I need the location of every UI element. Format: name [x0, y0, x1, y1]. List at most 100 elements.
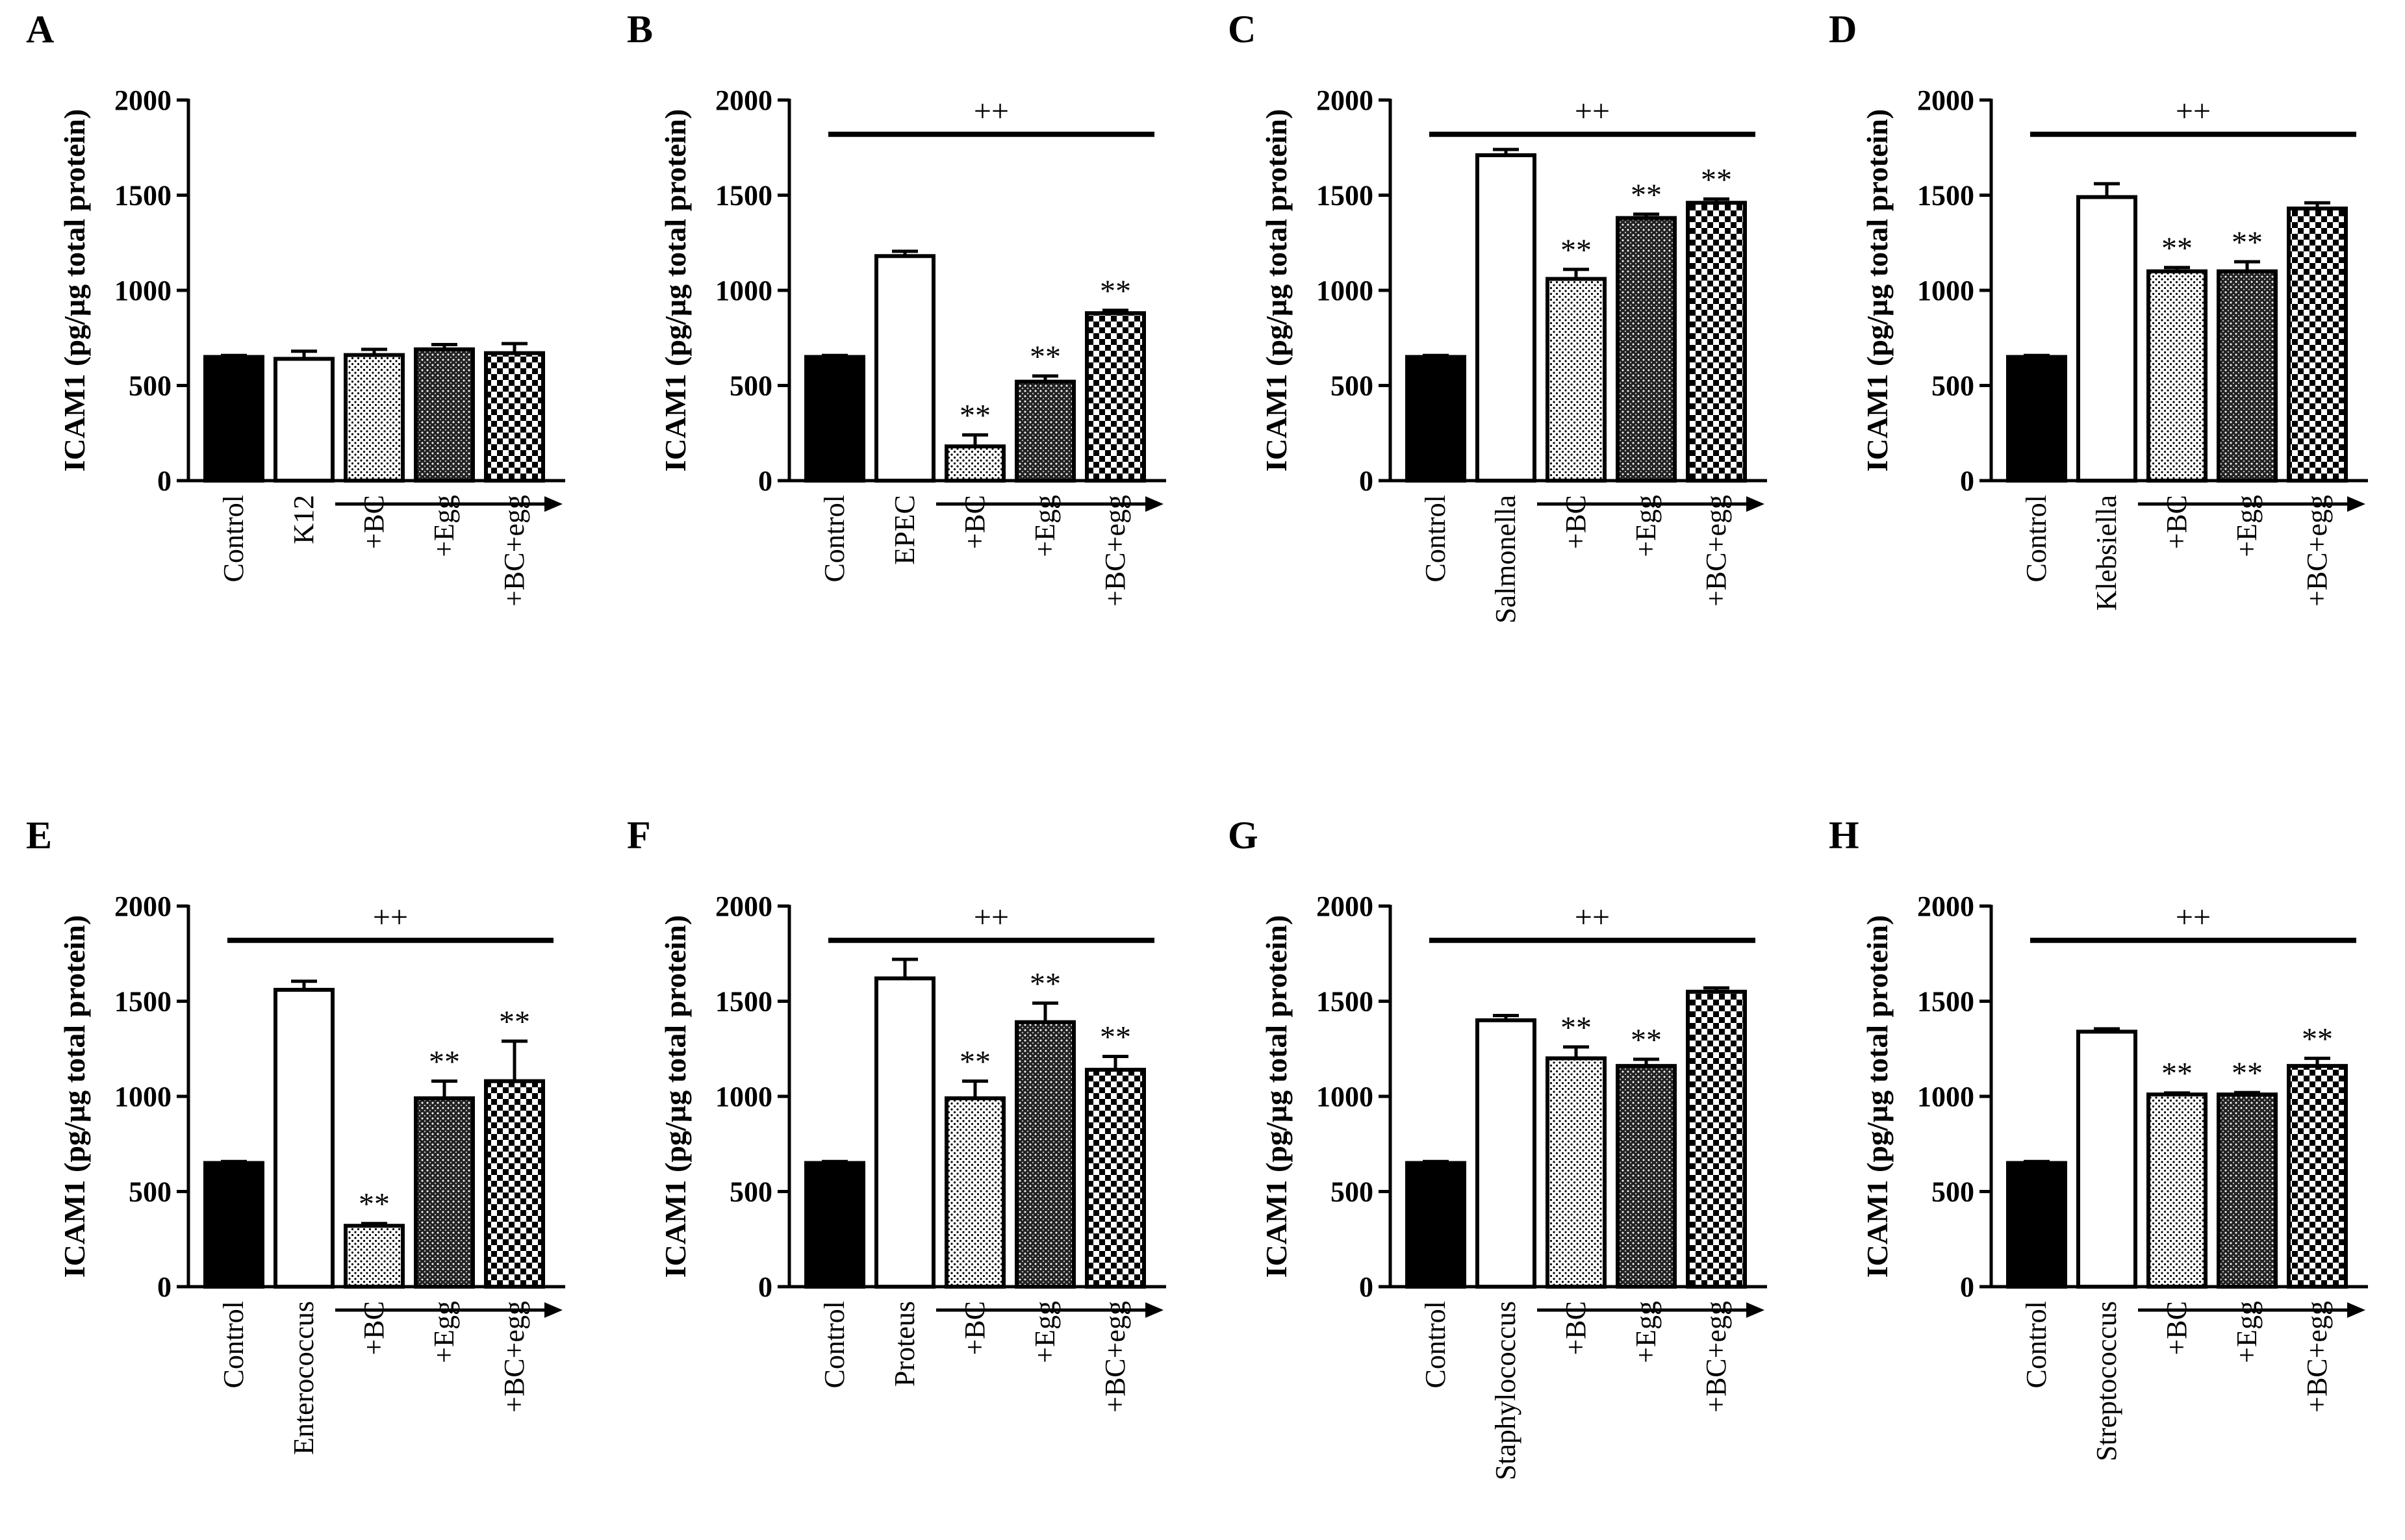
significance-label: **	[2302, 1022, 2333, 1056]
significance-label: **	[1030, 966, 1061, 1001]
category-label: Control	[2020, 495, 2052, 582]
y-tick-label: 2000	[1316, 890, 1373, 922]
significance-label: **	[960, 399, 991, 433]
y-tick-label: 0	[758, 1271, 772, 1303]
y-tick-label: 2000	[1316, 84, 1373, 116]
category-label: K12	[288, 495, 320, 544]
panel-F: F 0 500 1000 1500 2000 ICAM1 (pg/µg total prot…	[627, 814, 1166, 1413]
bar-bc	[344, 1224, 405, 1289]
y-tick-label: 1500	[1917, 986, 1974, 1018]
category-label: +BC+egg	[1700, 495, 1732, 607]
y-tick-label: 1500	[1316, 180, 1373, 212]
bar-control	[2006, 355, 2067, 483]
bar-bc-egg	[1085, 1067, 1146, 1289]
significance-label: **	[960, 1045, 991, 1079]
category-label: +BC+egg	[1099, 495, 1131, 607]
arrow-head	[1145, 496, 1164, 512]
significance-label: **	[1100, 274, 1131, 309]
bar-egg	[1616, 1064, 1677, 1289]
y-tick-label: 1000	[1917, 275, 1974, 307]
panel-A: A 0 500 1000 1500 2000 ICAM1 (pg/µg total prot…	[26, 8, 565, 607]
bar-bc	[2146, 269, 2208, 483]
y-tick-label: 1000	[715, 1081, 772, 1113]
bar-egg	[1015, 379, 1076, 483]
y-tick-label: 2000	[1917, 84, 1974, 116]
bar-control	[1405, 1161, 1466, 1289]
arrow-head	[1145, 1302, 1164, 1318]
bar-bc	[945, 444, 1006, 483]
bar-klebsiella	[2076, 195, 2137, 483]
significance-label: **	[2161, 1057, 2193, 1091]
bar-streptococcus	[2076, 1029, 2137, 1289]
bar-proteus	[874, 976, 935, 1289]
y-tick-label: 1000	[1316, 1081, 1373, 1113]
y-tick-label: 1000	[1917, 1081, 1974, 1113]
bar-salmonella	[1475, 153, 1536, 483]
bar-bc-egg	[1085, 311, 1146, 483]
bar-staphylococcus	[1475, 1018, 1536, 1289]
category-label: +BC+egg	[2301, 495, 2333, 607]
panel-label: B	[627, 8, 653, 51]
bar-bc-egg	[2287, 207, 2348, 483]
y-tick-label: 1500	[715, 986, 772, 1018]
significance-label: **	[1701, 162, 1732, 197]
y-tick-label: 1500	[715, 180, 772, 212]
bar-control	[804, 355, 865, 483]
significance-label: **	[1030, 340, 1061, 374]
category-label: Control	[819, 1301, 850, 1388]
panel-D: D 0 500 1000 1500 2000 ICAM1 (pg/µg total prot…	[1829, 8, 2368, 611]
y-axis-label: ICAM1 (pg/µg total protein)	[1260, 109, 1293, 472]
category-label: Proteus	[889, 1301, 921, 1387]
significance-label: **	[1631, 1023, 1662, 1057]
bracket-label: ++	[2176, 94, 2211, 129]
bar-bc-egg	[2287, 1064, 2348, 1289]
y-axis-label: ICAM1 (pg/µg total protein)	[1861, 109, 1894, 472]
significance-label: **	[2232, 225, 2263, 260]
y-tick-label: 1000	[114, 1081, 172, 1113]
bar-control	[1405, 355, 1466, 483]
y-tick-label: 0	[157, 1271, 172, 1303]
y-tick-label: 1000	[1316, 275, 1373, 307]
arrow-head	[1746, 1302, 1764, 1318]
bracket-label: ++	[974, 900, 1009, 935]
arrow-head	[544, 496, 563, 512]
y-axis-label: ICAM1 (pg/µg total protein)	[1260, 915, 1293, 1278]
arrow-head	[2347, 1302, 2365, 1318]
significance-label: **	[2161, 231, 2193, 266]
significance-label: **	[499, 1005, 530, 1039]
y-tick-label: 1000	[114, 275, 172, 307]
y-axis-label: ICAM1 (pg/µg total protein)	[58, 109, 91, 472]
y-tick-label: 500	[730, 1176, 772, 1208]
category-label: EPEC	[889, 495, 921, 565]
bar-control	[203, 1161, 264, 1289]
y-axis-label: ICAM1 (pg/µg total protein)	[659, 915, 692, 1278]
y-axis-label: ICAM1 (pg/µg total protein)	[1861, 915, 1894, 1278]
bar-bc	[945, 1096, 1006, 1289]
panel-G: G 0 500 1000 1500 2000 ICAM1 (pg/µg total prot…	[1228, 814, 1767, 1480]
y-tick-label: 500	[1931, 1176, 1974, 1208]
bar-egg	[1616, 216, 1677, 483]
bar-egg	[414, 1096, 475, 1289]
bracket-label: ++	[373, 900, 408, 935]
bar-egg	[414, 347, 475, 483]
bar-bc	[1546, 277, 1607, 483]
significance-label: **	[2232, 1056, 2263, 1091]
category-label: Salmonella	[1490, 495, 1521, 624]
category-label: Control	[218, 1301, 249, 1388]
category-label: +BC+egg	[2301, 1301, 2333, 1413]
y-tick-label: 1500	[114, 986, 172, 1018]
bar-egg	[1015, 1020, 1076, 1289]
bar-bc-egg	[1686, 989, 1747, 1289]
panel-B: B 0 500 1000 1500 2000 ICAM1 (pg/µg total prot…	[627, 8, 1166, 607]
y-tick-label: 2000	[114, 84, 172, 116]
y-tick-label: 0	[1960, 465, 1974, 497]
bar-bc	[2146, 1092, 2208, 1289]
significance-label: **	[429, 1045, 460, 1079]
y-tick-label: 0	[758, 465, 772, 497]
category-label: Enterococcus	[288, 1301, 320, 1455]
y-tick-label: 1500	[1917, 180, 1974, 212]
y-tick-label: 500	[1931, 370, 1974, 402]
bar-control	[2006, 1161, 2067, 1289]
panel-E: E 0 500 1000 1500 2000 ICAM1 (pg/µg total prot…	[26, 814, 565, 1455]
